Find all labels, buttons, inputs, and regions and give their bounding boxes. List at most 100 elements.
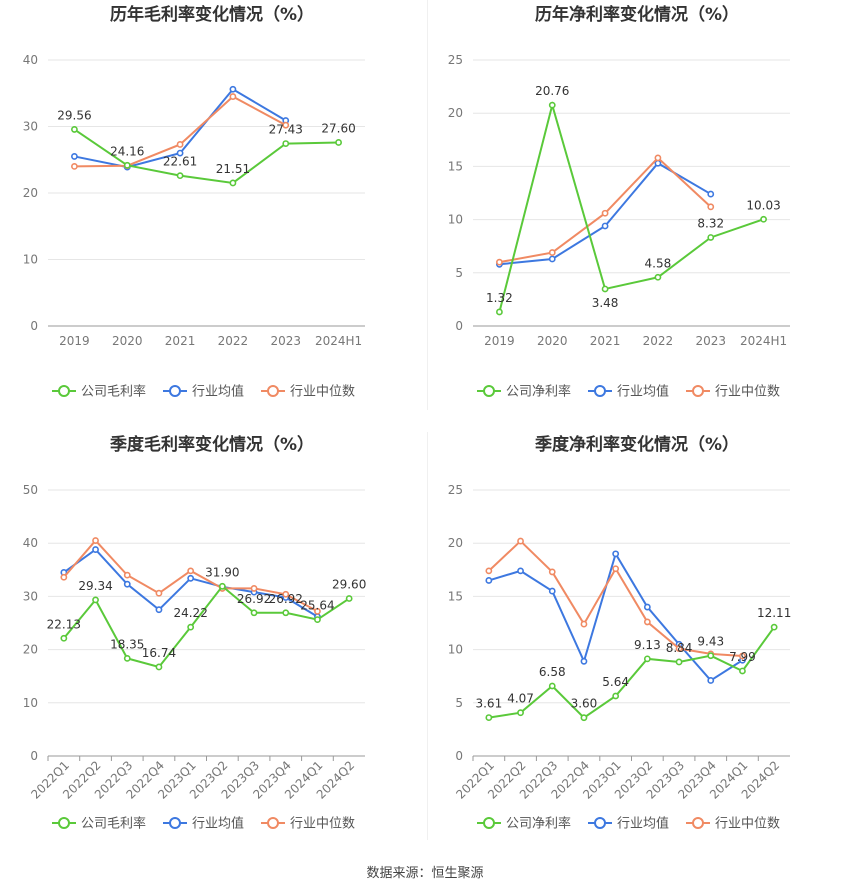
x-tick-label: 2021 — [590, 334, 621, 348]
data-source-note: 数据来源：恒生聚源 — [366, 866, 484, 881]
data-point — [123, 571, 131, 579]
data-label: 12.11 — [757, 606, 791, 620]
data-label: 5.64 — [602, 675, 629, 689]
data-label: 22.13 — [47, 617, 81, 631]
y-tick-label: 10 — [23, 696, 38, 710]
legend-item: 公司毛利率 — [52, 816, 146, 832]
data-point — [176, 141, 184, 148]
legend-swatch-marker — [692, 817, 704, 829]
x-tick-label: 2024H1 — [740, 334, 787, 348]
y-tick-label: 40 — [23, 53, 38, 67]
y-tick-label: 5 — [455, 266, 463, 280]
data-label: 31.90 — [205, 565, 239, 579]
data-point — [643, 603, 651, 611]
data-point — [601, 285, 609, 293]
data-point — [601, 222, 609, 230]
chart-svg: 历年毛利率变化情况（%） 0 10 20 30 40 2019 2020 2021 2022 202… — [23, 4, 365, 400]
legend-item: 公司净利率 — [477, 384, 571, 400]
data-point — [517, 709, 524, 717]
y-tick-label: 15 — [448, 159, 463, 173]
data-point — [176, 172, 184, 180]
data-label: 27.43 — [269, 123, 303, 137]
panel-divider — [427, 432, 428, 840]
data-point — [675, 645, 683, 652]
data-point — [517, 567, 524, 575]
x-tick-label: 2023 — [270, 334, 301, 348]
y-tick-label: 25 — [448, 483, 463, 497]
y-tick-label: 5 — [455, 696, 463, 710]
chart-panel-annual-net-margin: 历年净利率变化情况（%） 0 5 10 15 20 25 2019 2020 2021 2022 20… — [425, 0, 850, 430]
y-tick-label: 0 — [30, 749, 38, 763]
y-tick-label: 0 — [30, 319, 38, 333]
data-point — [218, 582, 226, 590]
chart-title: 季度毛利率变化情况（%） — [110, 434, 314, 455]
data-point — [707, 234, 715, 241]
data-point — [60, 634, 68, 642]
data-label: 9.43 — [697, 635, 724, 649]
data-label: 29.34 — [78, 579, 112, 593]
y-tick-label: 0 — [455, 749, 463, 763]
data-label: 18.35 — [110, 637, 144, 651]
y-tick-label: 40 — [23, 536, 38, 550]
y-tick-label: 10 — [448, 643, 463, 657]
data-label: 26.92 — [237, 592, 271, 606]
data-point — [707, 190, 715, 198]
x-tick-label: 2019 — [484, 334, 515, 348]
x-tick-label: 2022 — [218, 334, 249, 348]
y-tick-label: 30 — [23, 589, 38, 603]
data-point — [155, 663, 163, 671]
data-point — [123, 580, 131, 588]
chart-title: 历年净利率变化情况（%） — [535, 4, 739, 25]
data-label: 4.58 — [645, 256, 672, 270]
data-point — [580, 620, 588, 628]
legend-label: 行业均值 — [192, 384, 244, 400]
data-point — [60, 573, 68, 581]
legend-item: 行业中位数 — [686, 817, 780, 832]
data-label: 3.60 — [571, 697, 598, 711]
data-point — [643, 655, 651, 663]
y-tick-label: 10 — [448, 213, 463, 227]
data-point — [229, 85, 237, 93]
data-point — [548, 587, 556, 595]
legend-label: 行业均值 — [617, 384, 669, 400]
chart-title: 季度净利率变化情况（%） — [535, 434, 739, 455]
data-point — [654, 273, 662, 281]
x-tick-label: 2019 — [59, 334, 90, 348]
legend-swatch-marker — [169, 817, 181, 829]
data-point — [92, 596, 99, 604]
data-label: 16.74 — [142, 646, 176, 660]
data-point — [601, 209, 609, 217]
data-point — [548, 249, 556, 256]
chart-svg: 季度净利率变化情况（%）05101520252022Q12022Q22022Q3… — [448, 434, 792, 832]
series-line — [73, 128, 339, 185]
data-point — [654, 154, 662, 162]
legend-item: 行业均值 — [163, 816, 244, 832]
data-point — [612, 692, 620, 700]
legend-item: 行业均值 — [588, 816, 669, 832]
data-point — [643, 618, 651, 626]
data-point — [229, 93, 237, 100]
legend-swatch-marker — [58, 385, 70, 397]
legend-item: 行业中位数 — [686, 385, 780, 400]
data-point — [485, 714, 493, 721]
data-label: 22.61 — [163, 155, 197, 169]
data-label: 6.58 — [539, 665, 566, 679]
y-tick-label: 25 — [448, 53, 463, 67]
x-tick-label: 2023 — [695, 334, 726, 348]
y-tick-label: 30 — [23, 120, 38, 134]
legend-label: 行业中位数 — [715, 817, 780, 832]
data-label: 20.76 — [535, 84, 569, 98]
data-label: 7.99 — [729, 650, 756, 664]
panel-divider — [427, 0, 428, 410]
legend-item: 行业均值 — [163, 384, 244, 400]
data-label: 27.60 — [321, 121, 355, 135]
chart-svg: 历年净利率变化情况（%） 0 5 10 15 20 25 2019 2020 2021 2022 20… — [448, 4, 790, 400]
data-point — [707, 677, 715, 684]
legend-swatch-marker — [594, 385, 606, 397]
data-point — [580, 657, 588, 665]
data-point — [548, 568, 556, 576]
data-point — [612, 565, 620, 573]
data-point — [250, 609, 258, 617]
chart-panel-annual-gross-margin: 历年毛利率变化情况（%） 0 10 20 30 40 2019 2020 2021 2022 202… — [0, 0, 425, 430]
legend-item: 行业中位数 — [261, 385, 355, 400]
